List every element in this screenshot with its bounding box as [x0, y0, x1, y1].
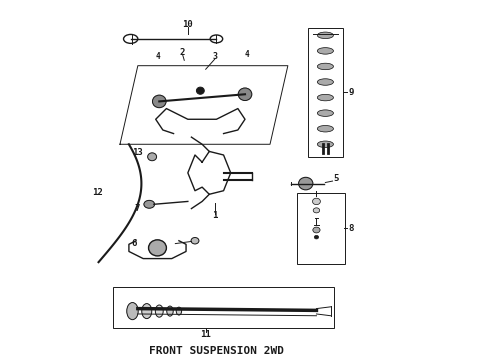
Ellipse shape [318, 141, 333, 148]
Text: 10: 10 [182, 20, 193, 29]
Text: 7: 7 [134, 204, 140, 213]
Text: 9: 9 [349, 88, 354, 97]
Ellipse shape [313, 227, 320, 233]
Ellipse shape [318, 32, 333, 39]
Ellipse shape [314, 235, 319, 239]
Ellipse shape [313, 208, 319, 213]
Ellipse shape [298, 177, 313, 190]
Text: 2: 2 [180, 48, 185, 57]
FancyBboxPatch shape [308, 28, 343, 157]
Text: 4: 4 [155, 52, 160, 61]
Text: 11: 11 [200, 330, 211, 339]
Ellipse shape [318, 79, 333, 85]
Ellipse shape [318, 48, 333, 54]
Ellipse shape [196, 87, 204, 94]
Ellipse shape [313, 198, 320, 204]
Text: 13: 13 [132, 148, 143, 157]
Text: 4: 4 [245, 50, 249, 59]
Ellipse shape [318, 63, 333, 70]
Text: 12: 12 [93, 188, 103, 197]
Ellipse shape [176, 307, 182, 315]
Text: 6: 6 [132, 239, 137, 248]
Ellipse shape [147, 153, 157, 161]
FancyBboxPatch shape [113, 287, 334, 328]
Ellipse shape [318, 94, 333, 101]
Text: 3: 3 [212, 52, 217, 61]
FancyBboxPatch shape [297, 193, 345, 264]
Ellipse shape [238, 88, 252, 100]
Ellipse shape [144, 201, 155, 208]
Text: 8: 8 [349, 224, 354, 233]
Ellipse shape [167, 306, 173, 316]
Ellipse shape [152, 95, 166, 108]
Ellipse shape [191, 238, 199, 244]
Ellipse shape [142, 303, 152, 319]
Text: 5: 5 [333, 175, 339, 184]
Ellipse shape [318, 126, 333, 132]
Text: FRONT SUSPENSION 2WD: FRONT SUSPENSION 2WD [149, 346, 284, 356]
Ellipse shape [318, 110, 333, 116]
Text: 1: 1 [212, 211, 218, 220]
Ellipse shape [148, 240, 167, 256]
Ellipse shape [155, 305, 163, 317]
Ellipse shape [127, 302, 138, 320]
